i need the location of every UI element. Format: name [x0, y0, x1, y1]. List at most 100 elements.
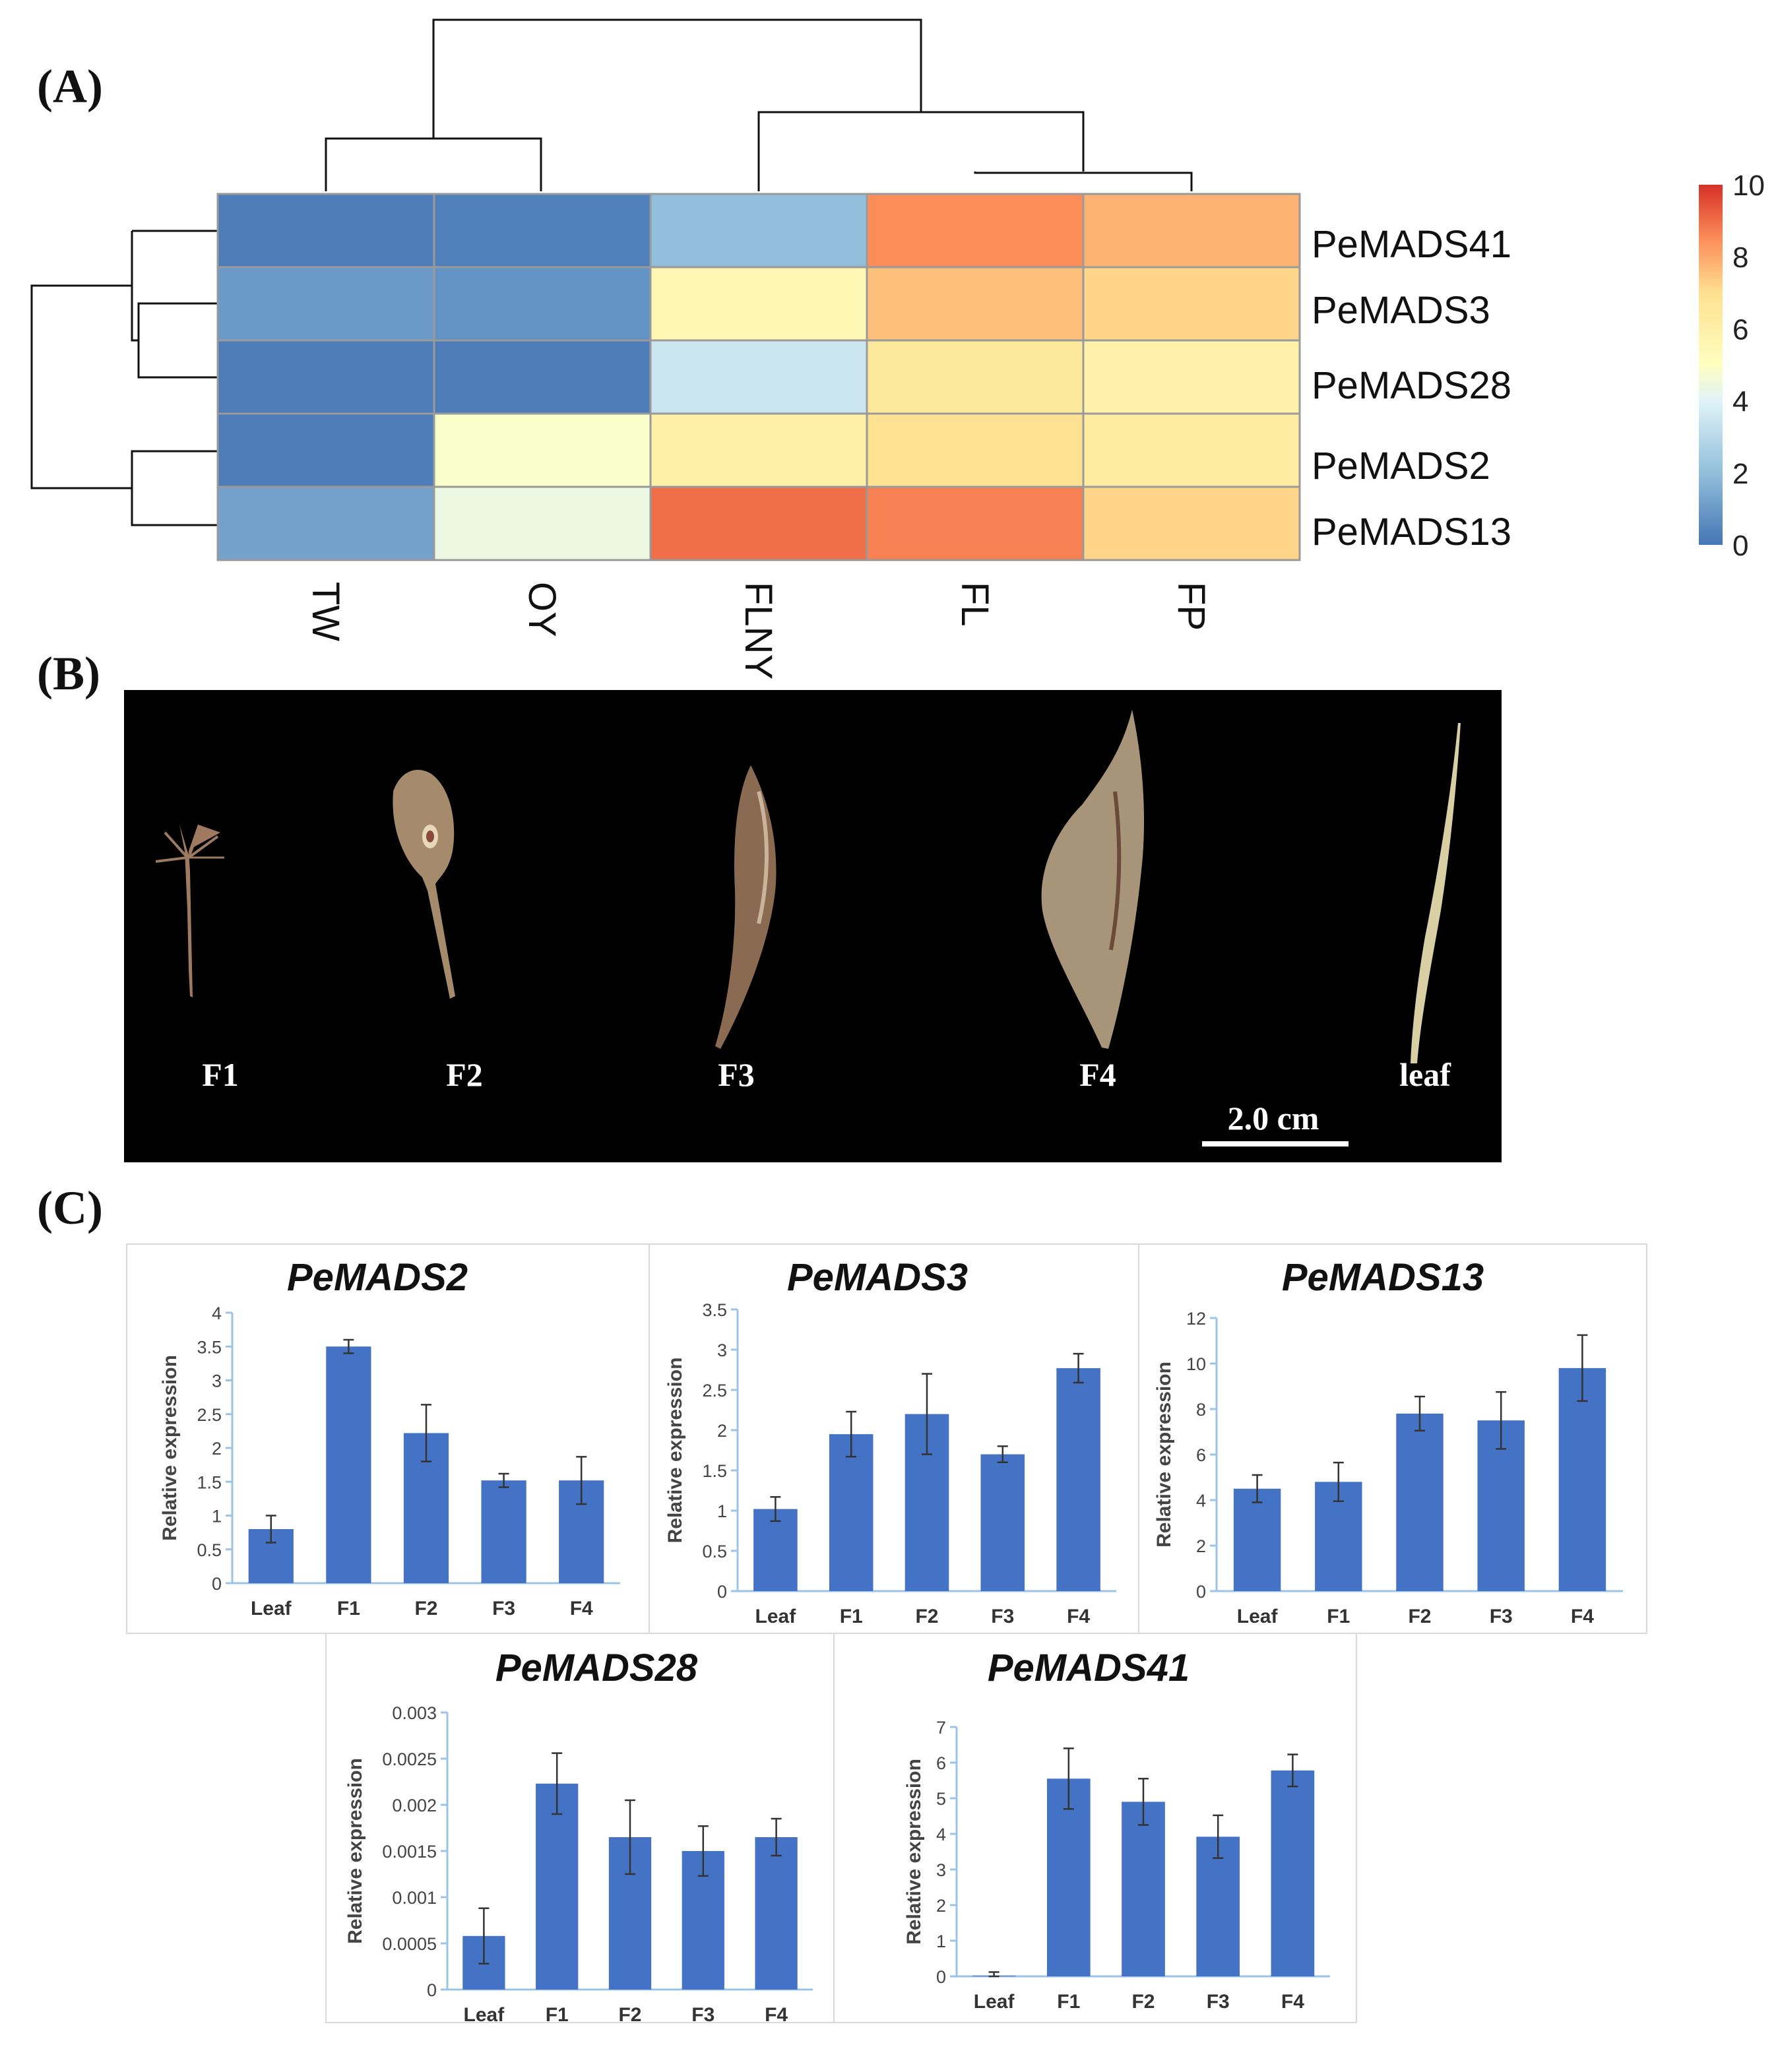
heatmap-cells: [216, 193, 1301, 561]
heatmap-cell: [649, 193, 868, 268]
color-legend-ticks: 10 8 6 4 2 0: [1732, 170, 1765, 562]
heatmap-cell: [216, 266, 435, 342]
panel-label-a: (A): [37, 60, 103, 113]
bar-chart-pemads41: PeMADS41 0 1 2 3 4 5 6 7 Relative expression Leaf F…: [833, 1633, 1357, 2023]
gene-label: PeMADS13: [1312, 511, 1511, 553]
panel-label-c: (C): [37, 1181, 103, 1234]
category-label: F2: [1131, 1991, 1155, 2013]
y-tick-label: 0.002: [392, 1796, 437, 1815]
y-tick-label: 1: [717, 1501, 727, 1521]
heatmap-cell: [649, 266, 868, 342]
y-tick-label: 12: [1186, 1309, 1206, 1329]
bar: [1056, 1368, 1100, 1591]
y-tick-label: 0.0015: [382, 1842, 437, 1862]
row-dendrogram: [30, 230, 218, 526]
heatmap-cell: [433, 486, 652, 561]
y-tick-label: 6: [1196, 1445, 1206, 1465]
bar-chart-pemads2: PeMADS2 0 0.5 1 1.5 2 2.5 3 3.5 4 Relative express…: [126, 1243, 650, 1634]
y-tick-label: 5: [936, 1789, 946, 1809]
legend-tick-label: 0: [1732, 530, 1748, 562]
bar: [326, 1346, 371, 1583]
y-tick-label: 0: [1196, 1582, 1206, 1602]
y-axis-title: Relative expression: [664, 1358, 686, 1544]
y-tick-label: 4: [1196, 1491, 1206, 1511]
category-label: F1: [546, 2004, 569, 2026]
legend-tick-label: 4: [1732, 386, 1748, 418]
gene-label: PeMADS41: [1312, 223, 1511, 266]
y-axis-title: Relative expression: [344, 1758, 366, 1944]
category-label: F4: [570, 1598, 593, 1619]
category-label: Leaf: [755, 1606, 797, 1627]
category-label: F1: [840, 1606, 863, 1627]
heatmap-cell: [649, 412, 868, 488]
category-label: Leaf: [464, 2004, 505, 2026]
column-label: FL: [953, 582, 996, 627]
category-label: Leaf: [974, 1991, 1015, 2013]
category-label: F4: [765, 2004, 788, 2026]
y-tick-label: 3: [936, 1860, 946, 1880]
legend-tick-label: 10: [1732, 170, 1765, 202]
category-label: F4: [1281, 1991, 1304, 2013]
heatmap-cell: [866, 193, 1085, 268]
specimen-leaf: [1411, 723, 1461, 1063]
specimen-f2: [393, 770, 455, 999]
category-label: F2: [915, 1606, 938, 1627]
photo-label-f4: F4: [1079, 1056, 1116, 1093]
category-label: F1: [1327, 1606, 1350, 1627]
heatmap-cell: [866, 339, 1085, 415]
bar-chart-pemads13: PeMADS13 0 2 4 6 8 10 12 Relative expression Leaf…: [1138, 1243, 1647, 1634]
gene-label: PeMADS2: [1312, 445, 1490, 487]
chart-title: PeMADS3: [787, 1256, 968, 1299]
y-tick-label: 1.5: [197, 1472, 222, 1492]
y-tick-label: 0.0005: [382, 1934, 437, 1954]
category-label: F3: [1490, 1606, 1513, 1627]
y-tick-label: 0.001: [392, 1888, 437, 1908]
y-tick-label: 10: [1186, 1354, 1206, 1374]
bar: [980, 1454, 1025, 1591]
chart-frame: [1138, 1243, 1647, 1634]
heatmap-cell: [433, 193, 652, 268]
y-tick-label: 0.5: [702, 1542, 727, 1561]
y-tick-label: 2.5: [702, 1381, 727, 1400]
y-tick-label: 0: [427, 1980, 437, 2000]
scale-bar: [1202, 1141, 1349, 1146]
category-label: F4: [1571, 1606, 1594, 1627]
heatmap-cell: [1082, 193, 1301, 268]
photo-label-leaf: leaf: [1399, 1056, 1451, 1093]
photo-label-f2: F2: [446, 1056, 483, 1093]
y-tick-label: 7: [936, 1718, 946, 1738]
specimen-photo: F1 F2 F3 F4 leaf 2.0 cm: [124, 690, 1502, 1162]
y-tick-label: 3: [717, 1340, 727, 1360]
chart-title: PeMADS41: [988, 1647, 1190, 1689]
column-label: FLNY: [737, 582, 780, 679]
category-label: F2: [1408, 1606, 1431, 1627]
gene-labels: PeMADS41 PeMADS3 PeMADS28 PeMADS2 PeMADS13: [1312, 223, 1511, 553]
heatmap-cell: [1082, 339, 1301, 415]
chart-title: PeMADS2: [287, 1256, 468, 1299]
heatmap-cell: [1082, 486, 1301, 561]
heatmap: PeMADS41 PeMADS3 PeMADS28 PeMADS2 PeMADS13 T…: [30, 18, 1765, 679]
heatmap-cell: [216, 412, 435, 488]
heatmap-cell: [433, 412, 652, 488]
y-tick-label: 0: [212, 1574, 222, 1594]
bar: [1396, 1413, 1444, 1591]
bar: [829, 1434, 873, 1591]
category-label: F3: [492, 1598, 515, 1619]
column-label: TW: [304, 582, 347, 641]
bar: [753, 1509, 798, 1591]
category-label: F2: [618, 2004, 641, 2026]
y-tick-label: 1.5: [702, 1461, 727, 1481]
y-tick-label: 0: [936, 1967, 946, 1987]
legend-tick-label: 2: [1732, 458, 1748, 490]
y-tick-label: 0.5: [197, 1540, 222, 1560]
gene-label: PeMADS3: [1312, 289, 1490, 332]
bar: [1196, 1837, 1240, 1976]
bar: [1233, 1488, 1281, 1591]
category-label: F2: [414, 1598, 437, 1619]
chart-title: PeMADS13: [1282, 1256, 1484, 1299]
column-labels: TW OY FLNY FL FP: [304, 582, 1213, 679]
photo-label-f1: F1: [202, 1056, 239, 1093]
y-tick-label: 2: [212, 1439, 222, 1459]
bar: [1558, 1367, 1606, 1591]
